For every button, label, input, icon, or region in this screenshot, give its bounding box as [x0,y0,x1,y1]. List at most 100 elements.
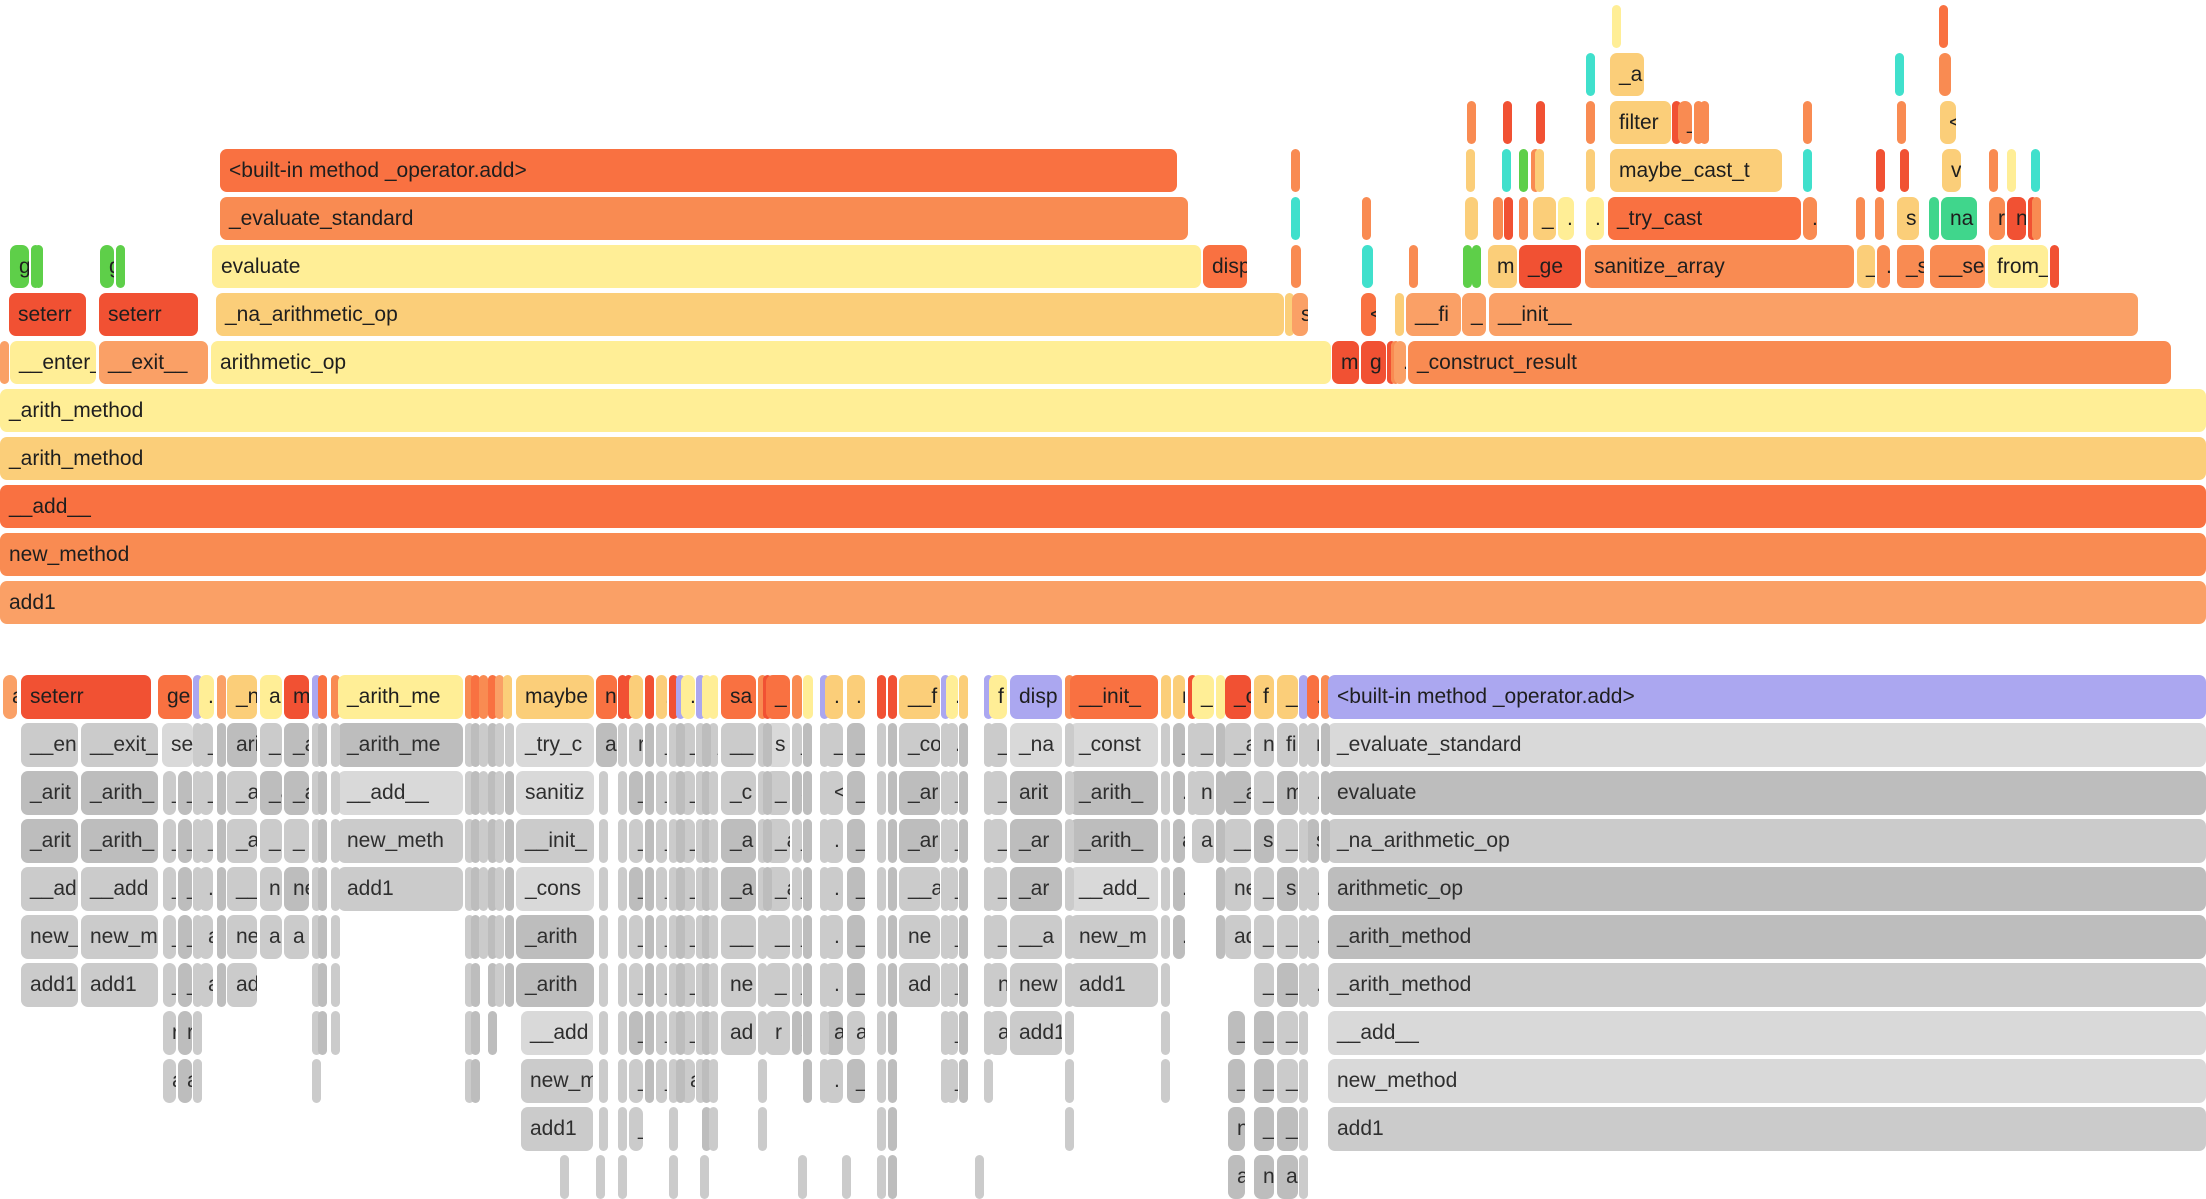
stack-frame-cell[interactable]: ad [1225,915,1251,959]
flame-frame-bar[interactable]: <built-in method _operator.add> [220,149,1177,192]
stack-frame-cell[interactable]: . [1307,915,1319,959]
flame-frame-bar[interactable]: _arith_method [0,389,2206,432]
stack-frame-cell[interactable] [803,1059,812,1103]
stack-frame-cell[interactable]: a [199,963,213,1007]
stack-frame-cell[interactable]: r [1307,723,1319,767]
stack-frame-cell[interactable]: n [1192,771,1214,815]
stack-frame-cell[interactable] [471,1059,480,1103]
stack-frame-cell[interactable]: _ [656,1059,667,1103]
stack-frame-cell[interactable]: a [260,915,282,959]
stack-frame-cell[interactable]: _arit [21,819,78,863]
stack-frame-cell[interactable] [471,915,480,959]
flame-frame-bar[interactable]: < [1940,101,1956,144]
stack-frame-cell[interactable]: __ [656,723,667,767]
stack-frame-cell[interactable] [941,867,950,911]
stack-frame-cell[interactable]: __ [1225,819,1251,863]
stack-frame-cell[interactable] [599,867,608,911]
stack-frame-cell[interactable]: n [989,963,1007,1007]
stack-frame-cell[interactable]: _evaluate_standard [1328,723,2206,767]
stack-frame-cell[interactable] [877,723,886,767]
stack-frame-cell[interactable]: add1 [21,963,78,1007]
stack-frame-cell[interactable]: a [989,1011,1007,1055]
flame-frame-bar[interactable] [495,675,504,719]
stack-frame-cell[interactable] [217,963,226,1007]
stack-frame-cell[interactable]: _cons [516,867,594,911]
flame-frame-bar[interactable]: . [1307,675,1319,719]
flame-frame-bar[interactable] [624,675,633,719]
flame-frame-bar[interactable] [1895,53,1904,96]
stack-frame-cell[interactable] [842,1155,851,1199]
stack-frame-cell[interactable]: add1 [1070,963,1158,1007]
flame-frame-bar[interactable] [1504,197,1513,240]
stack-frame-cell[interactable] [959,963,968,1007]
flame-frame-bar[interactable] [217,675,226,719]
flame-frame-bar[interactable]: . [1558,197,1574,240]
stack-frame-cell[interactable] [709,1011,718,1055]
flame-frame-bar[interactable]: _na_arithmetic_op [216,293,1284,336]
stack-frame-cell[interactable] [984,1011,993,1055]
stack-frame-cell[interactable]: _a [260,771,282,815]
stack-frame-cell[interactable] [465,1059,474,1103]
stack-frame-cell[interactable] [479,723,488,767]
flame-frame-bar[interactable] [488,675,497,719]
flame-frame-bar[interactable] [1472,245,1481,288]
stack-frame-cell[interactable]: ne [284,867,309,911]
stack-frame-cell[interactable]: _arit [21,771,78,815]
stack-frame-cell[interactable] [645,963,654,1007]
flame-frame-bar[interactable] [758,675,767,719]
stack-frame-cell[interactable] [217,915,226,959]
stack-frame-cell[interactable] [975,1155,984,1199]
stack-frame-cell[interactable] [193,723,202,767]
stack-frame-cell[interactable] [709,819,718,863]
stack-frame-cell[interactable]: new_m [81,915,158,959]
stack-frame-cell[interactable] [471,771,480,815]
stack-frame-cell[interactable] [669,1155,678,1199]
stack-frame-cell[interactable] [312,915,321,959]
stack-frame-cell[interactable] [193,963,202,1007]
stack-frame-cell[interactable] [1321,723,1330,767]
flame-frame-bar[interactable] [193,675,202,719]
stack-frame-cell[interactable] [702,915,711,959]
stack-frame-cell[interactable] [1065,819,1074,863]
stack-frame-cell[interactable] [331,963,340,1007]
flame-frame-bar[interactable]: n [2007,197,2026,240]
stack-frame-cell[interactable] [941,915,950,959]
stack-frame-cell[interactable] [888,723,897,767]
stack-frame-cell[interactable] [495,915,504,959]
stack-frame-cell[interactable] [1161,723,1170,767]
stack-frame-cell[interactable]: . [825,963,843,1007]
flame-frame-bar[interactable] [1856,197,1865,240]
stack-frame-cell[interactable] [877,819,886,863]
stack-frame-cell[interactable]: _ [629,819,643,863]
stack-frame-cell[interactable] [1161,771,1170,815]
stack-frame-cell[interactable] [193,819,202,863]
stack-frame-cell[interactable] [596,1155,605,1199]
stack-frame-cell[interactable] [888,1107,897,1151]
stack-frame-cell[interactable]: r [629,723,643,767]
stack-frame-cell[interactable]: _ [1254,1107,1274,1151]
stack-frame-cell[interactable] [1161,963,1170,1007]
stack-frame-cell[interactable]: _ [629,867,643,911]
flame-frame-bar[interactable]: f [989,675,1007,719]
stack-frame-cell[interactable] [941,819,950,863]
flame-frame-bar[interactable]: disp [1203,245,1247,288]
stack-frame-cell[interactable] [1299,771,1308,815]
flame-frame-bar[interactable]: _c [1225,675,1251,719]
stack-frame-cell[interactable] [495,771,504,815]
flame-frame-bar[interactable] [1463,245,1472,288]
stack-frame-cell[interactable]: __ [721,915,756,959]
flame-frame-bar[interactable] [1519,149,1528,192]
flame-frame-bar[interactable]: v [1942,149,1961,192]
flame-frame-bar[interactable]: . [656,675,667,719]
stack-frame-cell[interactable]: n [260,867,282,911]
stack-frame-cell[interactable]: _ [163,867,176,911]
stack-frame-cell[interactable] [1321,819,1330,863]
stack-frame-cell[interactable] [959,771,968,815]
stack-frame-cell[interactable] [820,1011,829,1055]
stack-frame-cell[interactable] [877,1107,886,1151]
flame-frame-bar[interactable]: . [318,675,327,719]
stack-frame-cell[interactable] [465,771,474,815]
stack-frame-cell[interactable] [877,963,886,1007]
stack-frame-cell[interactable]: _ [1277,1107,1298,1151]
stack-frame-cell[interactable] [465,819,474,863]
